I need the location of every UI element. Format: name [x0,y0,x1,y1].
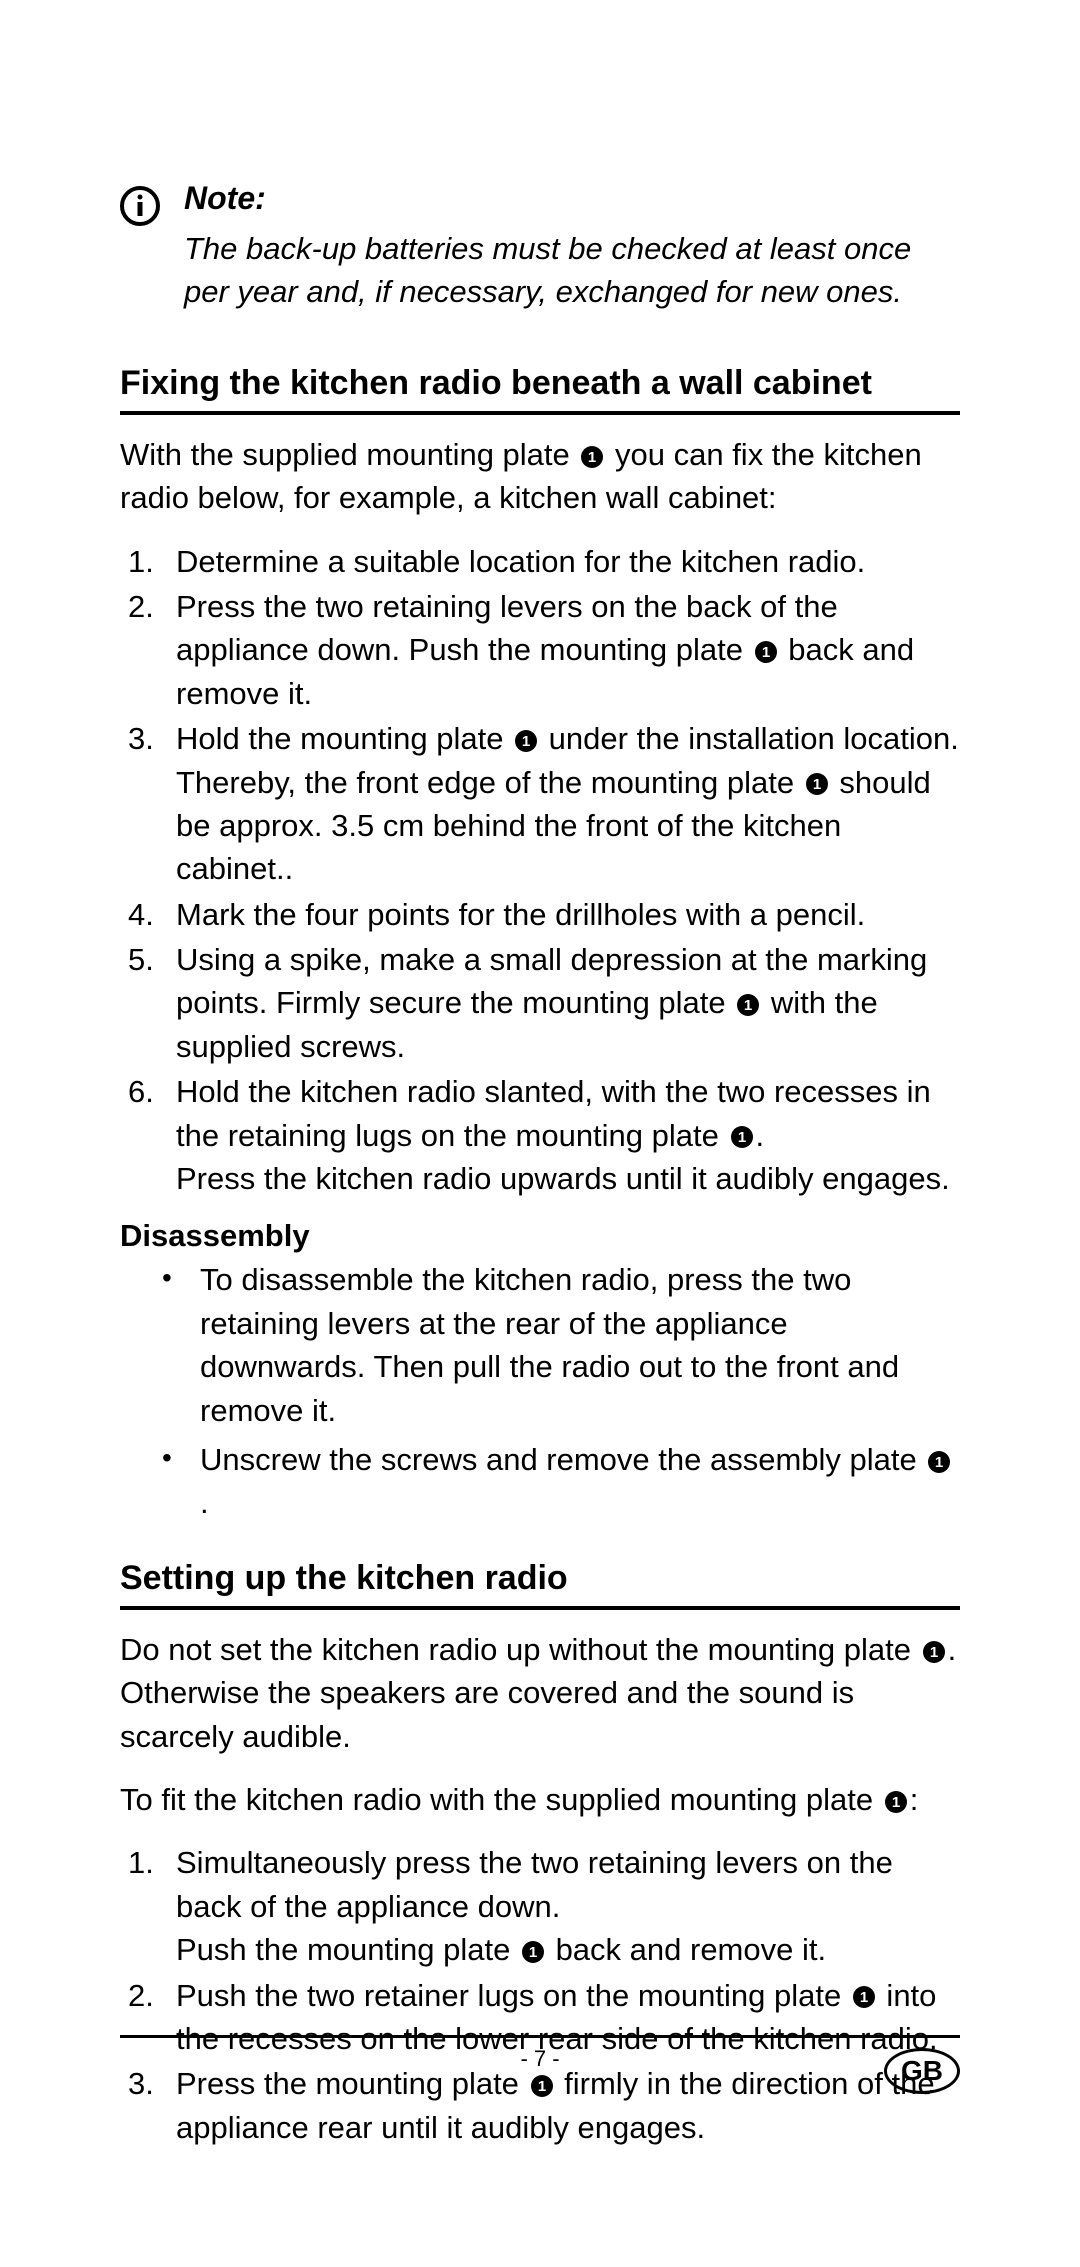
text: Simultaneously press the two retaining l… [176,1845,893,1923]
list-item: Using a spike, make a small depression a… [120,938,960,1068]
circled-one-icon [580,445,604,469]
text: . [756,1118,765,1153]
note-content: Note: The back-up batteries must be chec… [184,180,960,314]
section-heading-fixing: Fixing the kitchen radio beneath a wall … [120,364,960,415]
text: back and remove it. [547,1932,826,1967]
disassembly-list: To disassemble the kitchen radio, press … [120,1258,960,1524]
text: Press the kitchen radio upwards until it… [176,1161,950,1196]
note-block: Note: The back-up batteries must be chec… [120,180,960,314]
page-content: Note: The back-up batteries must be chec… [0,0,1080,2267]
setting-up-para2: To fit the kitchen radio with the suppli… [120,1778,960,1821]
text: Press the two retaining levers on the ba… [176,589,838,667]
list-item: Hold the mounting plate under the instal… [120,717,960,891]
page-number: - 7 - [520,2046,559,2072]
fixing-intro: With the supplied mounting plate you can… [120,433,960,520]
setting-up-para1: Do not set the kitchen radio up without … [120,1628,960,1758]
info-icon [120,186,160,226]
text: Hold the mounting plate [176,721,512,756]
circled-one-icon [730,1125,754,1149]
list-item: Hold the kitchen radio slanted, with the… [120,1070,960,1200]
list-item: Unscrew the screws and remove the assemb… [120,1438,960,1525]
region-badge: GB [884,2048,960,2094]
circled-one-icon [927,1450,951,1474]
note-text: The back-up batteries must be checked at… [184,227,960,314]
section-heading-setting-up: Setting up the kitchen radio [120,1559,960,1610]
list-item: Simultaneously press the two retaining l… [120,1841,960,1971]
text: Push the mounting plate [176,1932,519,1967]
list-item: Mark the four points for the drillholes … [120,893,960,936]
circled-one-icon [530,2074,554,2098]
circled-one-icon [805,772,829,796]
setting-up-steps: Simultaneously press the two retaining l… [120,1841,960,2149]
circled-one-icon [736,993,760,1017]
list-item: Press the mounting plate firmly in the d… [120,2062,960,2149]
note-title: Note: [184,180,960,217]
circled-one-icon [922,1640,946,1664]
circled-one-icon [514,729,538,753]
list-item: Press the two retaining levers on the ba… [120,585,960,715]
text: Hold the kitchen radio slanted, with the… [176,1074,931,1152]
text: With the supplied mounting plate [120,437,578,472]
circled-one-icon [884,1790,908,1814]
list-item: To disassemble the kitchen radio, press … [120,1258,960,1432]
text: Determine a suitable location for the ki… [176,544,865,579]
circled-one-icon [852,1985,876,2009]
text: Push the two retainer lugs on the mounti… [176,1978,850,2013]
text: . [200,1485,209,1520]
circled-one-icon [521,1940,545,1964]
text: Do not set the kitchen radio up without … [120,1632,920,1667]
disassembly-heading: Disassembly [120,1218,960,1254]
text: To disassemble the kitchen radio, press … [200,1262,899,1427]
fixing-steps: Determine a suitable location for the ki… [120,540,960,1201]
text: Unscrew the screws and remove the assemb… [200,1442,925,1477]
text: To fit the kitchen radio with the suppli… [120,1782,882,1817]
text: Mark the four points for the drillholes … [176,897,865,932]
list-item: Determine a suitable location for the ki… [120,540,960,583]
circled-one-icon [754,640,778,664]
page-footer: - 7 - GB [120,2035,960,2072]
text: : [910,1782,919,1817]
